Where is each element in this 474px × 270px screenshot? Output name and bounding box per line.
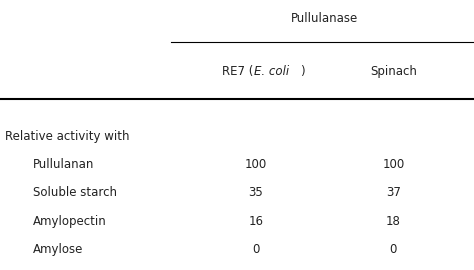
Text: Relative activity with: Relative activity with [5, 130, 129, 143]
Text: 18: 18 [386, 215, 401, 228]
Text: ): ) [301, 65, 305, 78]
Text: 0: 0 [390, 243, 397, 256]
Text: 37: 37 [386, 186, 401, 199]
Text: 0: 0 [252, 243, 260, 256]
Text: 35: 35 [248, 186, 264, 199]
Text: Amylose: Amylose [33, 243, 83, 256]
Text: E. coli: E. coli [254, 65, 289, 78]
Text: Spinach: Spinach [370, 65, 417, 78]
Text: 100: 100 [383, 158, 404, 171]
Text: Pullulanase: Pullulanase [291, 12, 358, 25]
Text: Amylopectin: Amylopectin [33, 215, 107, 228]
Text: RE7 (: RE7 ( [222, 65, 254, 78]
Text: Soluble starch: Soluble starch [33, 186, 117, 199]
Text: Pullulanan: Pullulanan [33, 158, 94, 171]
Text: 100: 100 [245, 158, 267, 171]
Text: 16: 16 [248, 215, 264, 228]
